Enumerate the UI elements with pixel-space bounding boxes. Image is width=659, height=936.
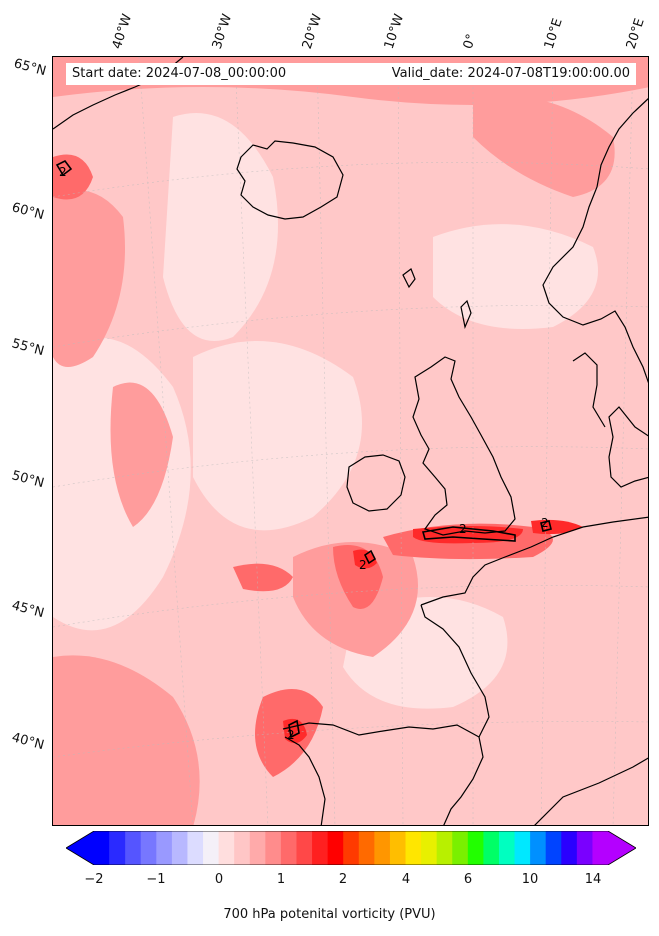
lon-label: 20°W (299, 12, 326, 51)
contour-label: 2 (59, 165, 67, 179)
pv-shade-region (473, 95, 615, 197)
valid-date: Valid_date: 2024-07-08T19:00:00.00 (391, 66, 630, 81)
pv-shade-region (193, 341, 362, 531)
colorbar-swatch (576, 831, 593, 865)
colorbar-swatch (234, 831, 251, 865)
colorbar-swatch (592, 831, 636, 865)
pv-shade-region (233, 563, 293, 592)
lat-label: 50°N (10, 468, 46, 492)
pv-shade-region (53, 154, 93, 200)
contour-label: 2 (359, 558, 367, 572)
colorbar-swatch (125, 831, 142, 865)
pv-shade-region (110, 382, 173, 527)
colorbar-swatch (483, 831, 500, 865)
contour-label: 2 (459, 522, 467, 536)
contour-label: 2 (287, 728, 295, 742)
colorbar-tick: 1 (276, 872, 286, 887)
colorbar-swatch (514, 831, 531, 865)
vorticity-map: 2 2 2 2 2 (53, 57, 648, 825)
pv-shade-region (53, 190, 125, 367)
start-date: Start date: 2024-07-08_00:00:00 (72, 66, 287, 81)
lon-label: 10°W (381, 12, 408, 51)
colorbar-swatch (358, 831, 375, 865)
lat-label: 55°N (10, 336, 46, 360)
colorbar-swatch (249, 831, 266, 865)
lon-label: 30°W (209, 12, 236, 51)
colorbar-swatch (389, 831, 407, 865)
lat-label: 45°N (10, 598, 46, 622)
colorbar-swatch (280, 831, 297, 865)
colorbar-swatch (171, 831, 188, 865)
colorbar-swatch (343, 831, 360, 865)
lon-label: 20°E (623, 16, 648, 51)
map-panel: 2 2 2 2 2 (52, 56, 649, 826)
colorbar (66, 831, 636, 865)
colorbar-swatch (327, 831, 344, 865)
date-banner: Start date: 2024-07-08_00:00:00 Valid_da… (66, 63, 636, 85)
pv-shading (53, 57, 648, 825)
colorbar-swatch (218, 831, 235, 865)
pv-2-contours (55, 159, 552, 739)
lat-label: 65°N (12, 56, 48, 80)
pv-shade-region (353, 549, 377, 569)
lat-label: 40°N (10, 730, 46, 754)
colorbar-tick: 0 (214, 872, 224, 887)
lon-label: 40°W (109, 12, 136, 51)
colorbar-swatch (312, 831, 329, 865)
colorbar-tick: 4 (401, 872, 411, 887)
colorbar-tick: 2 (338, 872, 348, 887)
lon-label: 0° (460, 32, 480, 51)
pv-shade-region (53, 655, 200, 825)
pv-shade-region (163, 113, 278, 341)
colorbar-tick: 6 (463, 872, 473, 887)
lat-label: 60°N (10, 200, 46, 224)
colorbar-label: 700 hPa potenital vorticity (PVU) (223, 907, 436, 922)
colorbar-swatch (265, 831, 282, 865)
colorbar-swatch (66, 831, 110, 865)
colorbar-swatch (374, 831, 391, 865)
colorbar-swatch (436, 831, 453, 865)
colorbar-swatch (561, 831, 578, 865)
lon-label: 10°E (541, 16, 566, 51)
colorbar-swatch (545, 831, 562, 865)
colorbar-swatch (187, 831, 204, 865)
colorbar-tick: −1 (146, 872, 166, 887)
colorbar-swatch (140, 831, 157, 865)
colorbar-swatch (296, 831, 313, 865)
colorbar-swatch (530, 831, 547, 865)
colorbar-swatch (405, 831, 422, 865)
colorbar-tick: 14 (584, 872, 602, 887)
pv-shade-region (433, 224, 598, 329)
colorbar-swatch (421, 831, 438, 865)
colorbar-swatch (156, 831, 173, 865)
contour-label: 2 (541, 516, 549, 530)
colorbar-tick: −2 (84, 872, 104, 887)
graticule (53, 57, 648, 825)
colorbar-swatch (452, 831, 469, 865)
colorbar-tick: 10 (521, 872, 539, 887)
colorbar-swatch (498, 831, 516, 865)
coastlines (53, 57, 648, 825)
colorbar-swatch (467, 831, 484, 865)
colorbar-swatch (109, 831, 126, 865)
colorbar-swatch (203, 831, 220, 865)
